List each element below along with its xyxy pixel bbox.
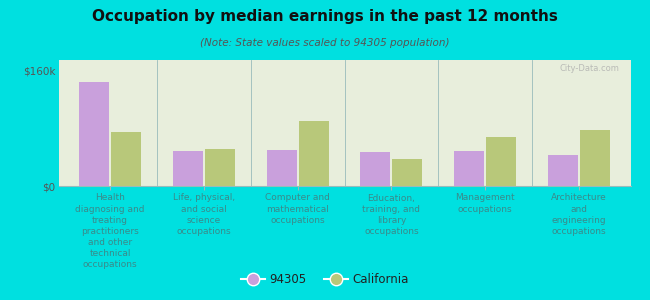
Bar [298, 121, 328, 186]
Text: Health
diagnosing and
treating
practitioners
and other
technical
occupations: Health diagnosing and treating practitio… [75, 194, 145, 269]
Text: City-Data.com: City-Data.com [559, 64, 619, 73]
Text: Computer and
mathematical
occupations: Computer and mathematical occupations [265, 194, 330, 225]
Text: (Note: State values scaled to 94305 population): (Note: State values scaled to 94305 popu… [200, 38, 450, 47]
Bar [205, 148, 235, 186]
Text: Management
occupations: Management occupations [456, 194, 515, 214]
Bar [486, 137, 516, 186]
Bar [393, 159, 422, 186]
Bar [79, 82, 109, 186]
Bar [173, 152, 203, 186]
Bar [111, 132, 141, 186]
Bar [266, 150, 296, 186]
Text: Occupation by median earnings in the past 12 months: Occupation by median earnings in the pas… [92, 9, 558, 24]
Text: Education,
training, and
library
occupations: Education, training, and library occupat… [363, 194, 421, 236]
Text: Life, physical,
and social
science
occupations: Life, physical, and social science occup… [173, 194, 235, 236]
Bar [580, 130, 610, 186]
Bar [361, 152, 391, 186]
Bar [454, 152, 484, 186]
Text: Architecture
and
engineering
occupations: Architecture and engineering occupations [551, 194, 607, 236]
Bar [548, 155, 578, 186]
Legend: 94305, California: 94305, California [237, 269, 413, 291]
